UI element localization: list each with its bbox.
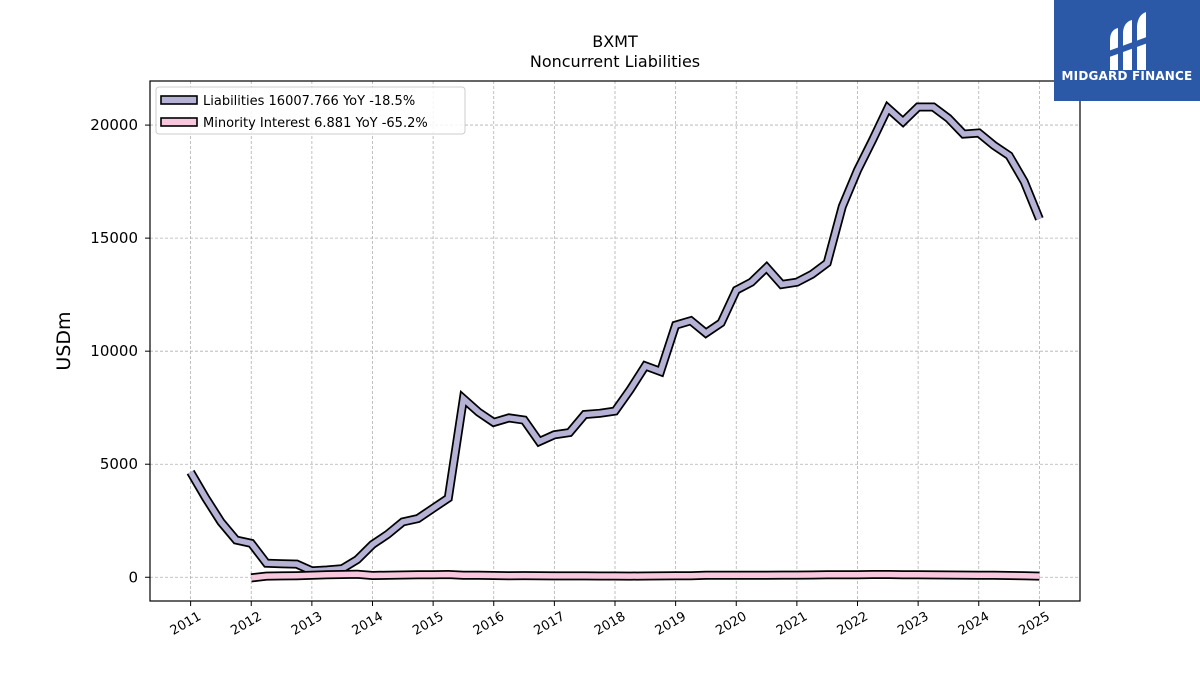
x-tick-label: 2013	[289, 609, 325, 639]
x-tick-label: 2021	[774, 609, 810, 639]
legend-swatch-1	[160, 117, 198, 127]
logo-text: MIDGARD FINANCE	[1061, 69, 1193, 83]
x-tick-label: 2011	[168, 609, 204, 639]
y-tick-label: 15000	[90, 229, 138, 247]
x-tick-label: 2015	[410, 609, 446, 639]
y-tick-label: 0	[128, 568, 138, 586]
chart-subtitle: Noncurrent Liabilities	[530, 52, 700, 71]
x-tick-label: 2019	[653, 609, 689, 639]
y-tick-label: 10000	[90, 342, 138, 360]
logo-emblem-icon	[1106, 12, 1150, 70]
x-tick-label: 2017	[532, 609, 568, 639]
x-tick-label: 2025	[1017, 609, 1053, 639]
y-tick-label: 5000	[100, 455, 138, 473]
legend-label-1: Minority Interest 6.881 YoY -65.2%	[203, 116, 428, 131]
x-tick-label: 2016	[471, 609, 507, 639]
x-tick-label: 2012	[228, 609, 264, 639]
x-tick-label: 2018	[592, 609, 628, 639]
series-line-0	[188, 103, 1042, 574]
legend-label-0: Liabilities 16007.766 YoY -18.5%	[203, 94, 415, 109]
plot-frame	[149, 80, 1081, 602]
x-tick-label: 2023	[895, 609, 931, 639]
x-tick-label: 2022	[835, 609, 871, 639]
brand-logo: MIDGARD FINANCE	[1054, 0, 1200, 101]
x-tick-label: 2014	[350, 609, 386, 639]
x-tick-label: 2024	[956, 609, 992, 639]
x-tick-label: 2020	[713, 609, 749, 639]
y-tick-label: 20000	[90, 116, 138, 134]
legend-box	[155, 86, 466, 135]
chart-title: BXMT	[592, 32, 638, 51]
series-line-1	[250, 571, 1040, 581]
legend-swatch-0	[160, 95, 198, 105]
y-axis-label: USDm	[53, 311, 75, 370]
